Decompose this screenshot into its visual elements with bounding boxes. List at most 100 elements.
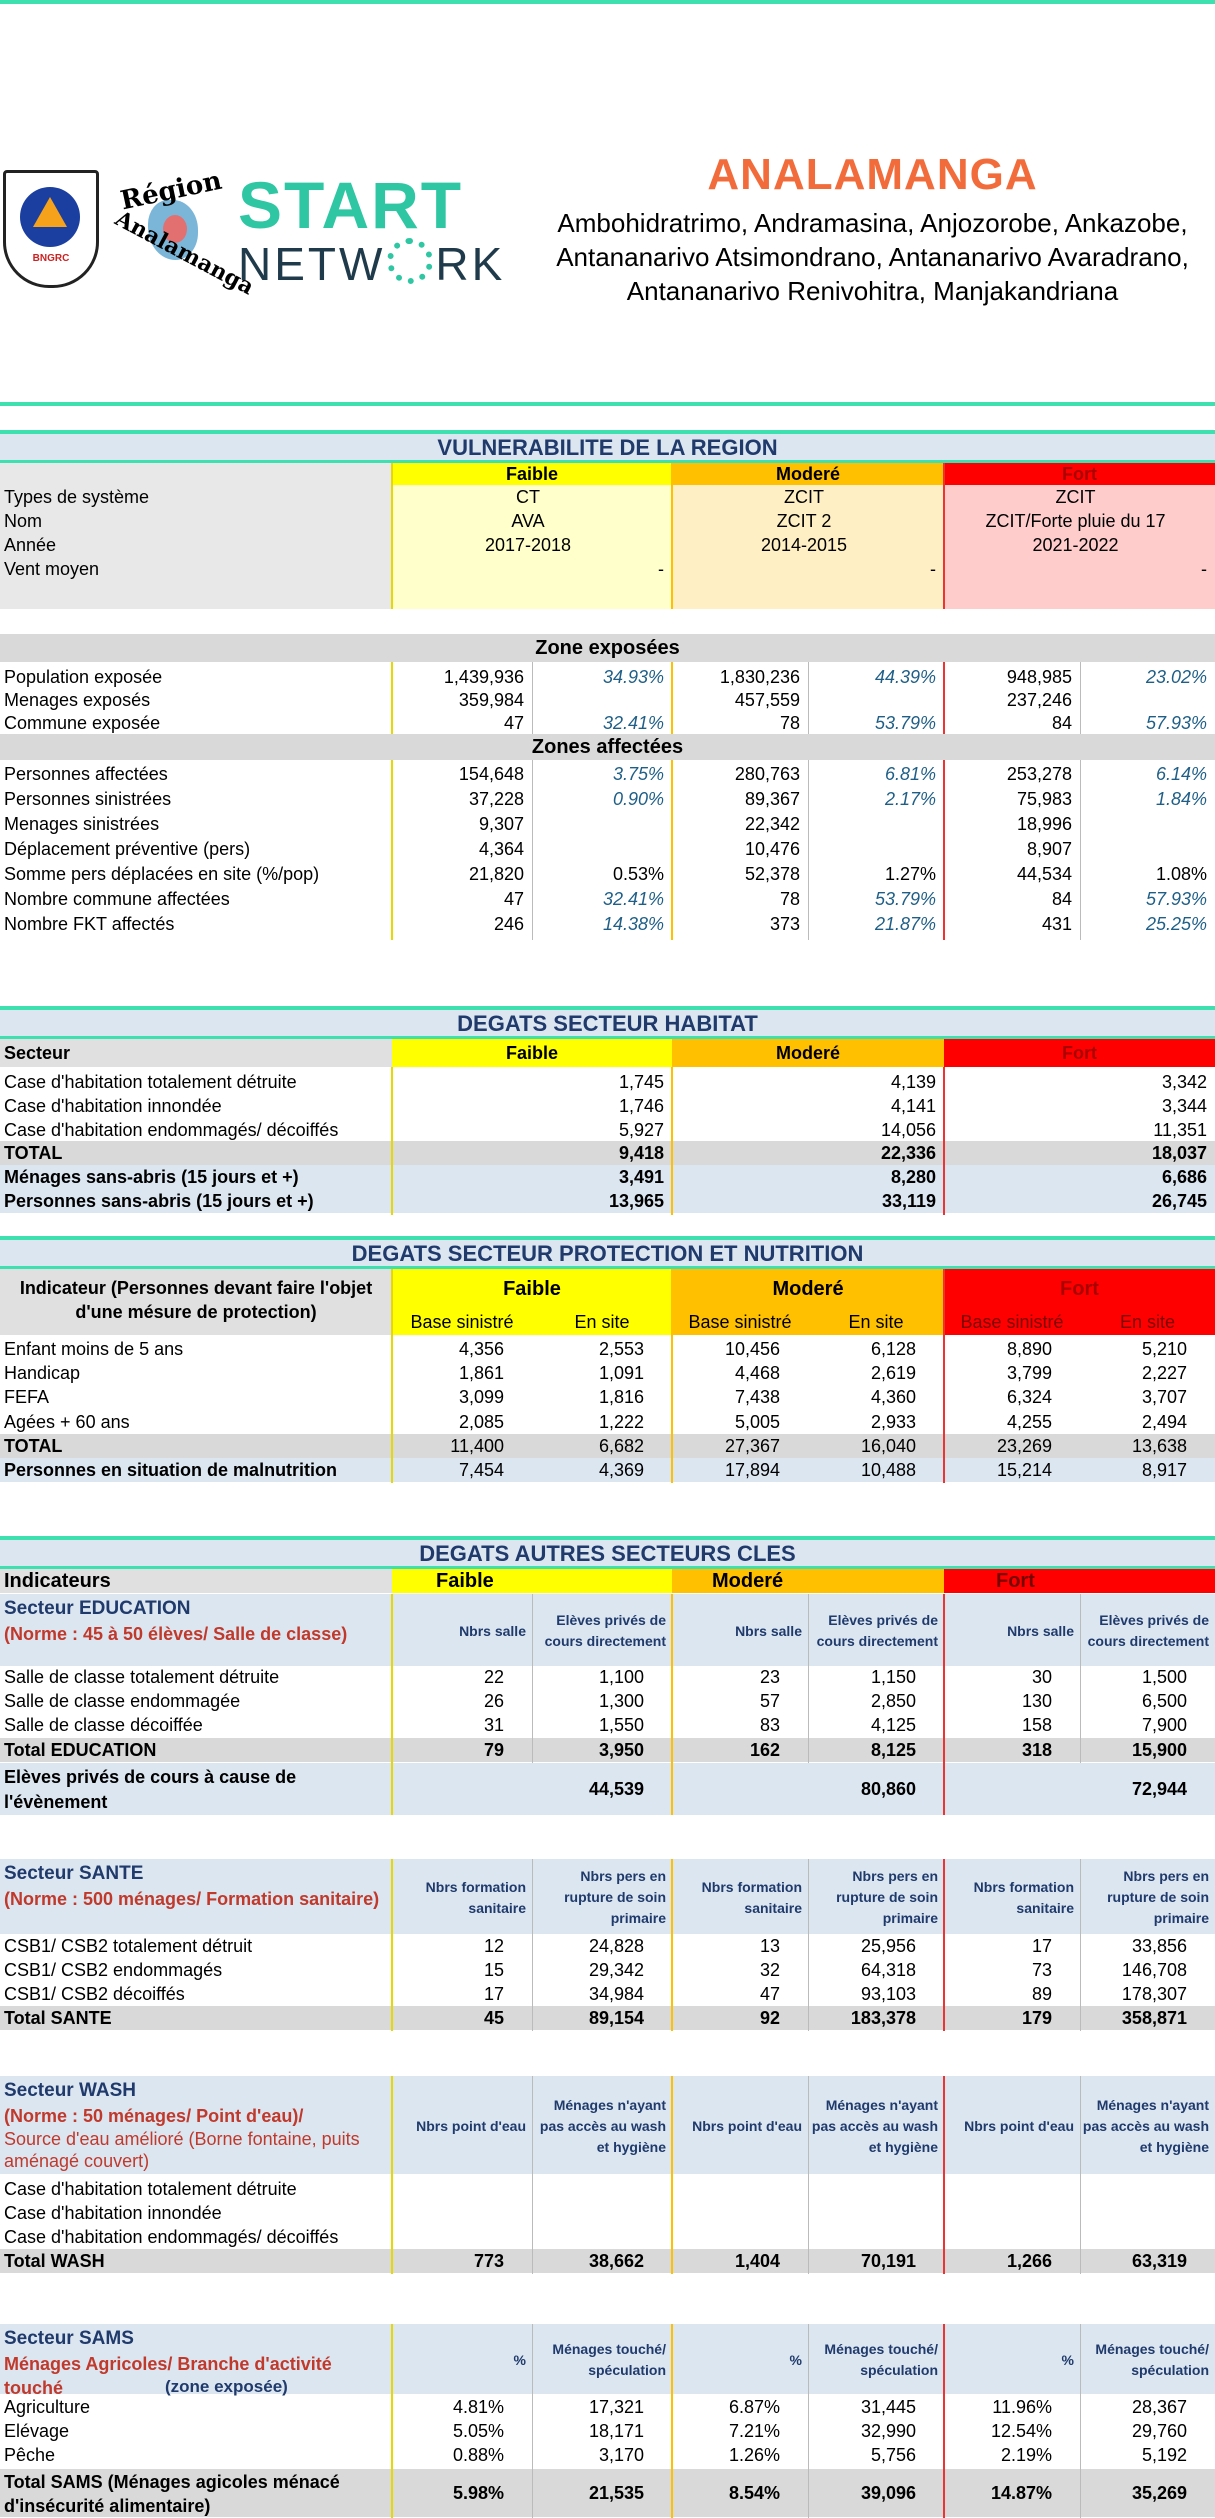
habitat-row-label: Personnes sans-abris (15 jours et +) <box>4 1191 314 1211</box>
sector-header-band <box>0 2076 1215 2174</box>
sector-row-label: Total WASH <box>4 2251 105 2271</box>
sector-value: 3,170 <box>598 2445 644 2465</box>
sector-value: 17 <box>483 1984 504 2004</box>
start-network-logo: START NETW RK <box>238 168 506 290</box>
sector-value: 773 <box>473 2251 504 2271</box>
zone-value: 84 <box>1051 889 1072 909</box>
zone-value: 75,983 <box>1016 789 1072 809</box>
faible-header <box>392 1039 672 1067</box>
prive-label: Elèves privés de cours à cause de l'évèn… <box>4 1767 297 1812</box>
section-rule <box>0 430 1215 434</box>
sector-value: 5.05% <box>452 2421 504 2441</box>
prive-row-band <box>0 1763 1215 1815</box>
protection-value: 3,799 <box>1006 1363 1052 1383</box>
sector-row-label: Salle de classe endommagée <box>4 1691 241 1711</box>
protection-value: 6,324 <box>1006 1387 1052 1407</box>
sector-col-header: Nbrs salle <box>459 1622 526 1639</box>
habitat-row-label: Case d'habitation endommagés/ décoiffés <box>4 1120 339 1140</box>
sector-value: 7,900 <box>1141 1715 1187 1735</box>
habitat-row-label: Case d'habitation innondée <box>4 1096 222 1116</box>
sector-value: 358,871 <box>1121 2008 1187 2028</box>
zone-value: 84 <box>1051 713 1072 733</box>
sector-col-header: Ménages n'ayant pas accès au wash et hyg… <box>1082 2096 1209 2155</box>
sector-value: 93,103 <box>860 1984 916 2004</box>
modere-band <box>672 485 944 609</box>
habitat-value: 13,965 <box>608 1191 664 1211</box>
sector-value: 15 <box>483 1960 504 1980</box>
protection-value: 3,707 <box>1141 1387 1187 1407</box>
sector-value: 318 <box>1021 1740 1052 1760</box>
zone-value: 1.27% <box>884 864 936 884</box>
protection-value: 10,488 <box>860 1460 916 1480</box>
zone-value: 47 <box>503 889 524 909</box>
habitat-value: 22,336 <box>880 1143 936 1163</box>
zone-value: 1,830,236 <box>719 667 800 687</box>
sector-row-label: Salle de classe décoiffée <box>4 1715 203 1735</box>
column-divider <box>391 2324 393 2518</box>
zone-value: 78 <box>779 889 800 909</box>
sector-value: 89,154 <box>588 2008 644 2028</box>
protection-value: 3,099 <box>458 1387 504 1407</box>
column-divider <box>671 662 673 734</box>
column-divider <box>943 1859 945 2031</box>
autres-col-band <box>0 1569 392 1593</box>
sector-value: 7.21% <box>728 2421 780 2441</box>
zones-affected-band <box>0 734 1215 760</box>
protection-value: 13,638 <box>1131 1436 1187 1456</box>
habitat-value: 3,491 <box>618 1167 664 1187</box>
level-fort: Fort <box>1062 1043 1097 1063</box>
sector-col-header: Nbrs pers en rupture de soin primaire <box>836 1868 938 1926</box>
sector-value: 146,708 <box>1121 1960 1187 1980</box>
level-faible: Faible <box>436 1570 494 1592</box>
sector-value: 8,125 <box>870 1740 916 1760</box>
zone-value: 44.39% <box>874 667 936 687</box>
sector-value: 13 <box>759 1936 780 1956</box>
vuln-row-label: Types de système <box>4 487 150 507</box>
vuln-value: ZCIT 2 <box>776 511 832 531</box>
bngrc-logo: BNGRC <box>3 170 99 288</box>
zone-value: 14.38% <box>602 914 664 934</box>
column-divider <box>671 760 673 940</box>
sector-value: 17 <box>1031 1936 1052 1956</box>
sector-value: 130 <box>1021 1691 1052 1711</box>
protection-col-label: Indicateur (Personnes devant faire l'obj… <box>19 1278 373 1322</box>
protection-value: 23,269 <box>996 1436 1052 1456</box>
column-divider <box>943 2076 945 2274</box>
protection-title: DEGATS SECTEUR PROTECTION ET NUTRITION <box>0 1240 1215 1268</box>
vuln-value: 2021-2022 <box>1032 535 1119 555</box>
zone-value: 3.75% <box>612 764 664 784</box>
sector-col-header: Nbrs salle <box>735 1622 802 1639</box>
protection-row-label: Agées + 60 ans <box>4 1412 130 1432</box>
zones-header-band <box>0 634 1215 662</box>
sector-col-header: Elèves privés de cours directement <box>816 1612 938 1649</box>
level-modere: Moderé <box>775 1043 840 1063</box>
zone-value: 25.25% <box>1145 914 1207 934</box>
sector-value: 31,445 <box>860 2397 916 2417</box>
sector-value: 32 <box>759 1960 780 1980</box>
sector-value: 178,307 <box>1121 1984 1187 2004</box>
zone-row-label: Déplacement préventive (pers) <box>4 839 251 859</box>
zone-value: 1,439,936 <box>443 667 524 687</box>
prive-value: 44,539 <box>588 1779 644 1799</box>
sector-row-label: Total SANTE <box>4 2008 112 2028</box>
column-divider <box>943 1763 945 1815</box>
sector-value: 15,900 <box>1131 1740 1187 1760</box>
protection-value: 27,367 <box>724 1436 780 1456</box>
modere-header <box>672 1569 944 1593</box>
subcolumn-divider <box>532 2076 533 2274</box>
vuln-value: 2014-2015 <box>760 535 848 555</box>
protection-value: 4,356 <box>458 1339 504 1359</box>
total-row-band <box>0 2249 1215 2273</box>
sector-col-header: Nbrs formation sanitaire <box>425 1878 526 1916</box>
zone-row-label: Personnes affectées <box>4 764 168 784</box>
sector-value: 31 <box>483 1715 504 1735</box>
subcolumn-divider <box>532 1594 533 1763</box>
sector-value: 1,150 <box>870 1667 916 1687</box>
sector-value: 79 <box>483 1740 504 1760</box>
sector-value: 92 <box>759 2008 780 2028</box>
sector-col-header: Nbrs point d'eau <box>416 2117 526 2134</box>
modere-header <box>672 463 944 485</box>
sector-value: 1,550 <box>598 1715 644 1735</box>
sector-value: 24,828 <box>588 1936 644 1956</box>
sector-value: 29,760 <box>1131 2421 1187 2441</box>
